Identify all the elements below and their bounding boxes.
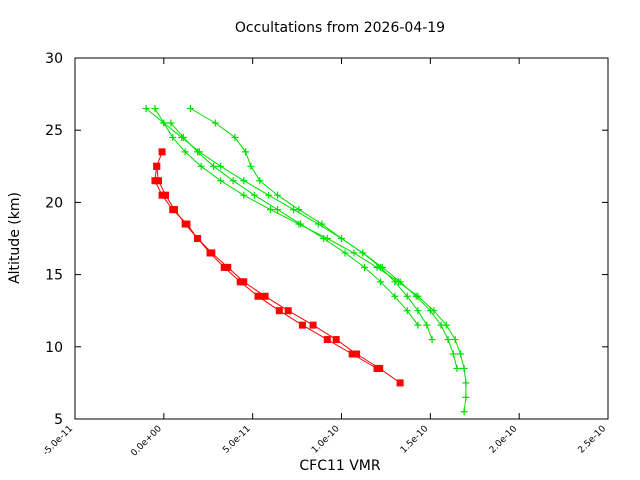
data-point — [361, 263, 369, 271]
data-point — [359, 249, 367, 257]
data-point — [391, 278, 399, 286]
data-point — [254, 292, 262, 300]
data-point — [297, 220, 305, 228]
data-point — [153, 162, 161, 170]
data-point — [460, 408, 468, 416]
data-point — [266, 206, 274, 214]
data-point — [457, 350, 465, 358]
data-point — [391, 292, 399, 300]
data-point — [396, 379, 404, 387]
y-tick-label: 20 — [45, 195, 63, 211]
data-point — [229, 177, 237, 185]
data-point — [169, 206, 177, 214]
y-tick-label: 30 — [45, 51, 63, 67]
data-point — [167, 119, 175, 127]
data-point — [155, 177, 163, 185]
data-point — [231, 133, 239, 141]
data-point — [240, 191, 248, 199]
data-point — [181, 148, 189, 156]
data-point — [169, 133, 177, 141]
data-point — [256, 177, 264, 185]
data-point — [414, 307, 422, 315]
data-point — [142, 105, 150, 113]
data-point — [314, 220, 322, 228]
data-point — [451, 336, 459, 344]
data-point — [210, 162, 218, 170]
y-tick-label: 5 — [54, 412, 63, 428]
data-point — [217, 177, 225, 185]
data-point — [332, 336, 340, 344]
data-point — [183, 220, 191, 228]
data-point — [462, 379, 470, 387]
data-point — [449, 350, 457, 358]
y-tick-label: 15 — [45, 268, 63, 284]
data-point — [186, 105, 194, 113]
series-layer — [142, 105, 470, 416]
data-point — [275, 307, 283, 315]
data-point — [423, 321, 431, 329]
data-point — [236, 278, 244, 286]
data-point — [426, 307, 434, 315]
data-point — [428, 336, 436, 344]
data-point — [250, 191, 258, 199]
data-point — [460, 364, 468, 372]
data-point — [162, 191, 170, 199]
data-point — [261, 292, 269, 300]
data-point — [320, 235, 328, 242]
data-point — [274, 191, 282, 199]
y-tick-label: 10 — [45, 340, 63, 356]
data-point — [242, 148, 250, 156]
y-tick-label: 25 — [45, 123, 63, 139]
data-point — [444, 336, 452, 344]
data-point — [265, 191, 273, 199]
data-point — [414, 321, 422, 329]
data-point — [353, 350, 361, 358]
data-point — [274, 206, 282, 214]
data-point — [194, 148, 202, 156]
data-point — [206, 249, 214, 257]
series-line — [154, 108, 467, 412]
data-point — [403, 307, 411, 315]
data-point — [462, 393, 470, 401]
series-1 — [151, 162, 381, 372]
data-point — [247, 162, 255, 170]
data-point — [240, 177, 248, 185]
data-point — [377, 278, 385, 286]
data-point — [224, 263, 232, 271]
data-point — [350, 249, 358, 257]
data-point — [220, 263, 228, 271]
data-point — [284, 307, 292, 315]
data-point — [377, 263, 385, 271]
data-point — [211, 119, 219, 127]
data-point — [290, 206, 298, 214]
chart-title: Occultations from 2026-04-19 — [235, 20, 445, 36]
data-point — [217, 162, 225, 170]
data-point — [158, 191, 166, 199]
data-point — [197, 162, 205, 170]
data-point — [160, 119, 168, 127]
data-point — [179, 133, 187, 141]
data-point — [341, 249, 349, 257]
data-point — [298, 321, 306, 329]
x-axis-label: CFC11 VMR — [299, 458, 381, 474]
data-point — [194, 235, 202, 242]
data-point — [348, 350, 356, 358]
data-point — [437, 321, 445, 329]
data-point — [373, 364, 381, 372]
y-axis-label: Altitude (km) — [7, 192, 23, 284]
data-point — [412, 292, 420, 300]
data-point — [240, 278, 248, 286]
data-point — [309, 321, 317, 329]
data-point — [323, 336, 331, 344]
data-point — [158, 148, 166, 156]
data-point — [151, 105, 159, 113]
data-point — [453, 364, 461, 372]
series-5 — [167, 119, 422, 329]
data-point — [151, 177, 159, 185]
data-point — [338, 235, 345, 242]
data-point — [403, 292, 411, 300]
